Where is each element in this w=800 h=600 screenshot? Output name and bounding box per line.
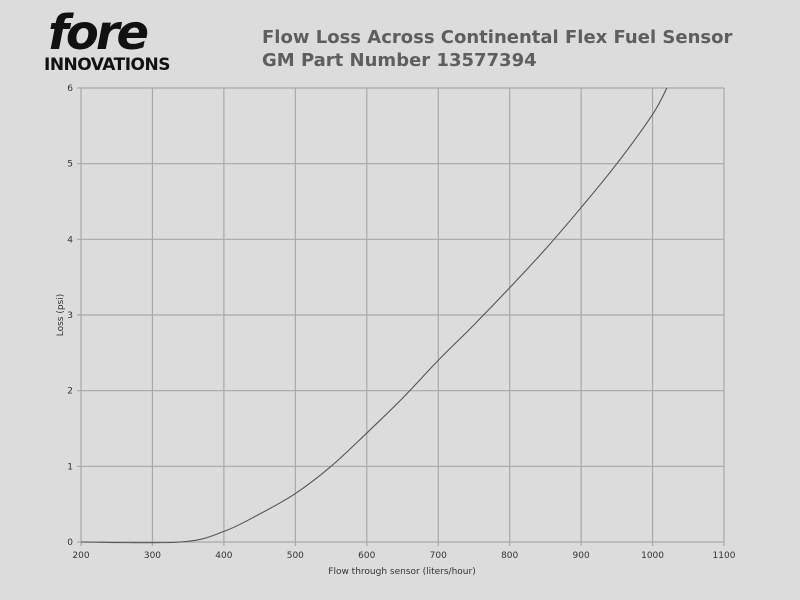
y-tick-label: 3: [67, 311, 73, 321]
x-tick-label: 600: [358, 551, 375, 561]
x-tick-label: 1000: [641, 551, 664, 561]
fore-innovations-logo: fore INNOVATIONS: [44, 5, 184, 76]
x-tick-label: 1100: [713, 551, 736, 561]
y-tick-label: 4: [67, 235, 73, 245]
logo-sub: INNOVATIONS: [44, 55, 170, 75]
x-axis-label: Flow through sensor (liters/hour): [328, 567, 475, 577]
x-tick-label: 500: [287, 551, 304, 561]
chart-title-block: Flow Loss Across Continental Flex Fuel S…: [262, 26, 732, 72]
y-tick-label: 2: [67, 387, 73, 397]
chart-subtitle: GM Part Number 13577394: [262, 50, 537, 71]
x-tick-label: 800: [501, 551, 518, 561]
y-tick-label: 1: [67, 462, 73, 472]
y-axis-label: Loss (psi): [56, 294, 66, 337]
logo-brand: fore: [48, 5, 149, 61]
x-tick-label: 400: [215, 551, 232, 561]
x-tick-label: 900: [573, 551, 590, 561]
y-tick-label: 0: [67, 538, 73, 548]
x-tick-label: 700: [430, 551, 447, 561]
y-tick-label: 5: [67, 160, 73, 170]
y-tick-label: 6: [67, 84, 73, 94]
x-tick-label: 300: [144, 551, 161, 561]
chart-title: Flow Loss Across Continental Flex Fuel S…: [262, 27, 733, 48]
loss-curve: [80, 87, 668, 544]
x-tick-label: 200: [72, 551, 89, 561]
